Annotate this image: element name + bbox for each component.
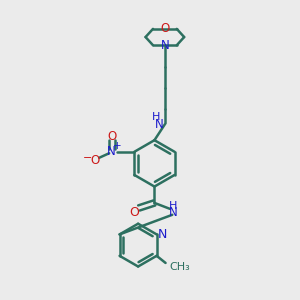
Text: N: N [157, 228, 167, 241]
Text: −: − [83, 153, 92, 163]
Text: H: H [152, 112, 161, 122]
Text: N: N [160, 39, 169, 52]
Text: N: N [107, 145, 116, 158]
Text: O: O [129, 206, 139, 219]
Text: O: O [107, 130, 117, 143]
Text: H: H [169, 201, 177, 211]
Text: O: O [90, 154, 99, 167]
Text: O: O [160, 22, 170, 35]
Text: N: N [155, 118, 164, 131]
Text: N: N [169, 206, 177, 219]
Text: CH₃: CH₃ [169, 262, 190, 272]
Text: +: + [113, 141, 122, 152]
